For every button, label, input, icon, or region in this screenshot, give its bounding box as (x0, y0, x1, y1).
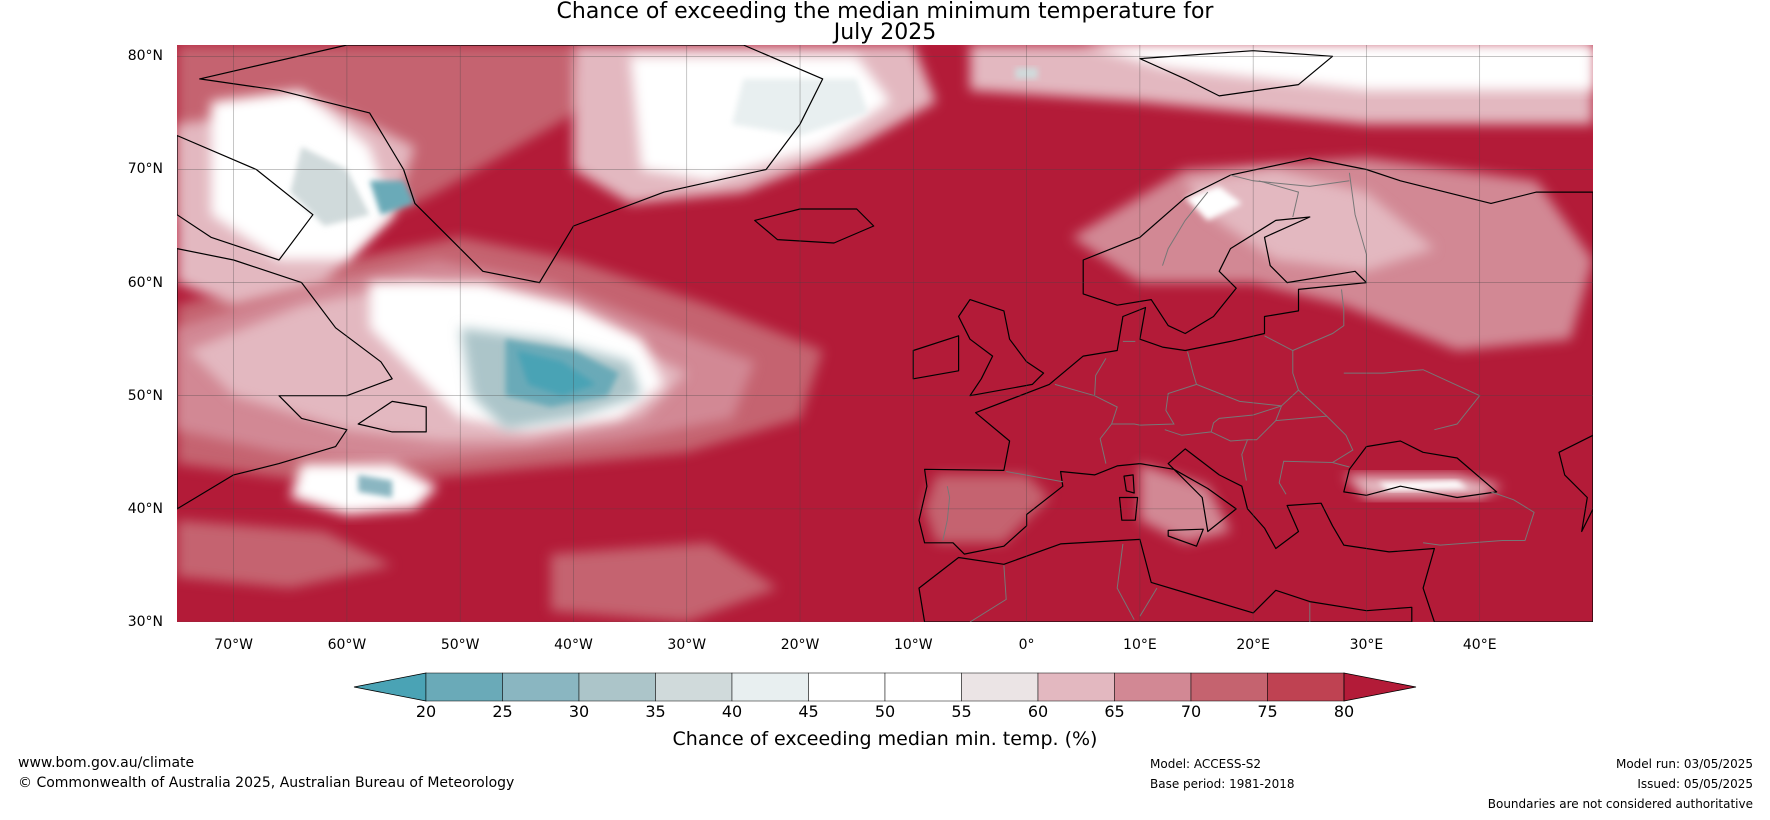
colorbar-segment-60 (1037, 672, 1115, 702)
border-8 (1241, 439, 1248, 481)
coastline-11 (1123, 474, 1135, 494)
lon-tick-label: 50°W (440, 637, 480, 653)
border-22 (1162, 191, 1209, 266)
colorbar-tick-label: 45 (798, 702, 819, 721)
colorbar-segment-30 (578, 672, 656, 702)
colorbar-extend-low (353, 672, 427, 702)
border-9 (1275, 415, 1354, 495)
footer-model-run: Model run: 03/05/2025 (1615, 757, 1753, 771)
coastline-0 (199, 45, 824, 284)
coastline-10 (1118, 496, 1139, 521)
colorbar-label: Chance of exceeding median min. temp. (%… (672, 728, 1098, 750)
probability-region-7 (516, 350, 597, 396)
border-13 (1292, 289, 1345, 351)
lon-tick-label: 40°W (554, 637, 593, 653)
colorbar-tick-label: 35 (645, 702, 666, 721)
coastline-8 (918, 538, 1413, 622)
colorbar-tick-label: 80 (1333, 702, 1355, 721)
border-18 (1139, 587, 1158, 617)
lat-tick-label: 70°N (127, 161, 163, 178)
border-16 (969, 565, 1007, 622)
lat-tick-label: 50°N (127, 387, 163, 404)
colorbar-segment-70 (1190, 672, 1268, 702)
probability-region-22 (1185, 186, 1242, 221)
lon-tick-label: 20°E (1236, 637, 1270, 653)
coastline-3 (357, 400, 427, 433)
colorbar-segment-20 (425, 672, 503, 702)
footer-disclaimer: Boundaries are not considered authoritat… (1487, 797, 1753, 811)
footer-copyright: © Commonwealth of Australia 2025, Austra… (18, 775, 515, 791)
coastline-5 (958, 299, 1045, 397)
footer-issued: Issued: 05/05/2025 (1637, 777, 1753, 791)
colorbar-segment-45 (808, 672, 886, 702)
chart-title-line2: July 2025 (833, 20, 937, 45)
lon-tick-label: 60°W (327, 637, 367, 653)
border-7 (1210, 405, 1282, 442)
footer-base-period: Base period: 1981-2018 (1150, 777, 1295, 791)
border-10 (1332, 462, 1350, 468)
colorbar-tick-label: 30 (568, 702, 590, 721)
coastline-9 (1167, 528, 1204, 547)
colorbar-segment-25 (502, 672, 580, 702)
probability-region-28 (1139, 463, 1231, 543)
border-14 (1423, 491, 1535, 546)
colorbar-tick-label: 70 (1180, 702, 1202, 721)
colorbar-tick-label: 75 (1257, 702, 1278, 721)
colorbar-segment-55 (961, 672, 1039, 702)
lat-tick-label: 80°N (127, 48, 163, 65)
lon-tick-label: 40°E (1462, 637, 1497, 653)
lon-tick-label: 0° (1018, 637, 1035, 653)
border-4 (1111, 351, 1198, 426)
lat-tick-label: 30°N (127, 614, 163, 630)
colorbar-segment-50 (884, 672, 962, 702)
lon-tick-label: 10°E (1123, 637, 1157, 653)
probability-region-13 (358, 474, 393, 498)
border-12 (1343, 369, 1481, 431)
colorbar-segment-35 (655, 672, 733, 702)
probability-region-10 (290, 146, 370, 226)
border-21 (1258, 180, 1300, 218)
probability-region-21 (1185, 169, 1435, 272)
coastline-14 (1558, 434, 1593, 533)
lon-tick-label: 10°W (893, 637, 933, 653)
lon-tick-label: 30°W (667, 637, 707, 653)
border-2 (1094, 358, 1107, 396)
colorbar-tick-label: 25 (492, 702, 513, 721)
border-20 (1230, 174, 1350, 187)
border-0 (1006, 471, 1063, 483)
colorbar-extend-high (1343, 672, 1417, 702)
colorbar-tick-label: 55 (951, 702, 972, 721)
colorbar-tick-label: 65 (1104, 702, 1125, 721)
footer-url[interactable]: www.bom.gov.au/climate (18, 755, 195, 771)
colorbar-segment-40 (731, 672, 809, 702)
footer-model: Model: ACCESS-S2 (1150, 757, 1262, 771)
colorbar-segment-75 (1267, 672, 1345, 702)
colorbar-tick-label: 50 (874, 702, 896, 721)
colorbar-tick-label: 40 (721, 702, 743, 721)
chart-title-line1: Chance of exceeding the median minimum t… (556, 0, 1214, 24)
lat-tick-label: 60°N (127, 274, 163, 291)
probability-region-11 (369, 180, 415, 215)
colorbar-tick-label: 60 (1027, 702, 1049, 721)
map-field-group (177, 45, 1593, 622)
lat-tick-label: 40°N (127, 500, 163, 517)
coastline-13 (1343, 440, 1498, 499)
lon-tick-label: 20°W (780, 637, 820, 653)
probability-region-25 (550, 542, 778, 622)
colorbar-segment-65 (1114, 672, 1192, 702)
border-1 (1054, 383, 1118, 464)
lon-tick-label: 70°W (214, 637, 253, 653)
border-11 (1298, 389, 1328, 417)
probability-region-24 (1377, 480, 1469, 491)
colorbar-tick-label: 20 (415, 702, 437, 721)
probability-region-26 (177, 520, 393, 589)
lon-tick-label: 30°E (1349, 637, 1384, 653)
border-17 (1116, 543, 1135, 620)
